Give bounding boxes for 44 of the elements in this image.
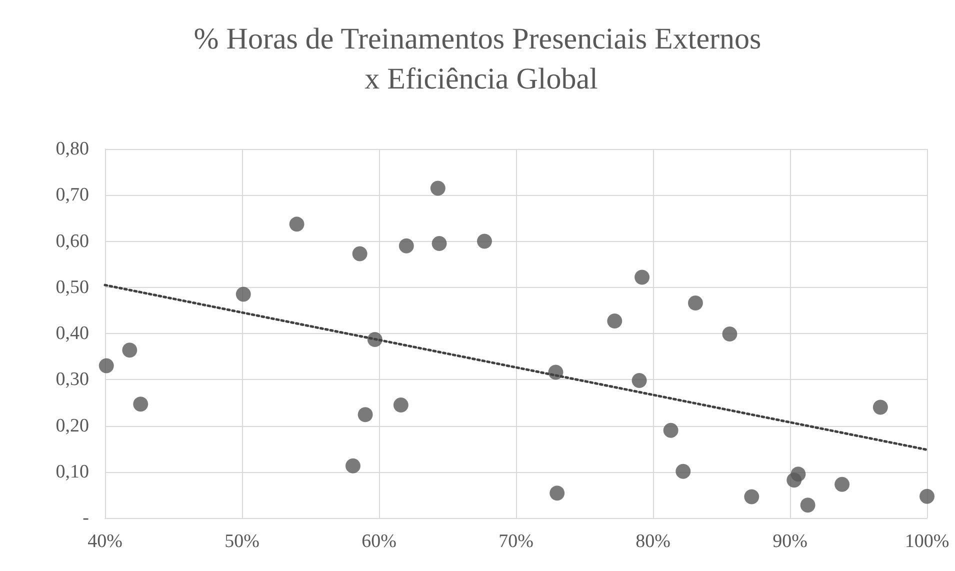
point (133, 396, 148, 412)
y-tick-label: 0,60 (56, 230, 89, 252)
point (98, 358, 114, 374)
point (607, 314, 622, 329)
x-tick-label: 50% (224, 531, 260, 552)
y-tick-label: 0,40 (56, 323, 89, 344)
y-tick-label: 0,20 (56, 415, 89, 436)
point (432, 236, 447, 252)
point (790, 466, 806, 482)
x-tick-label: 40% (88, 531, 123, 552)
chart-title: % Horas de Treinamentos Presenciais Externos x Eficiência Global (194, 22, 762, 96)
x-tick-label: 100% (904, 531, 950, 552)
point (122, 342, 138, 358)
y-tick-label: 0,50 (56, 276, 89, 298)
point (676, 464, 691, 479)
x-tick-label: 90% (772, 531, 808, 552)
point (872, 400, 888, 415)
point (236, 286, 251, 302)
point (920, 488, 934, 504)
point (398, 238, 414, 254)
y-tick-label: 0,10 (56, 461, 89, 482)
point (663, 422, 678, 438)
point (352, 246, 368, 262)
point (634, 270, 650, 285)
point (722, 326, 738, 342)
point (800, 498, 816, 513)
y-tick-label: 0,30 (56, 369, 89, 390)
y-tick-label: 0,80 (56, 138, 89, 160)
y-tick-label: 0,70 (56, 184, 89, 206)
point (358, 407, 373, 422)
point (477, 234, 492, 249)
point (744, 489, 760, 504)
x-tick-label: 60% (362, 531, 397, 552)
point (393, 397, 408, 412)
point (688, 296, 703, 311)
y-tick-label: - (82, 508, 89, 528)
point (632, 373, 647, 388)
point (430, 180, 446, 196)
point (289, 216, 304, 232)
point (550, 486, 565, 501)
point (345, 458, 360, 474)
x-tick-label: 80% (636, 531, 671, 552)
x-tick-label: 70% (498, 531, 534, 552)
point (834, 476, 850, 492)
